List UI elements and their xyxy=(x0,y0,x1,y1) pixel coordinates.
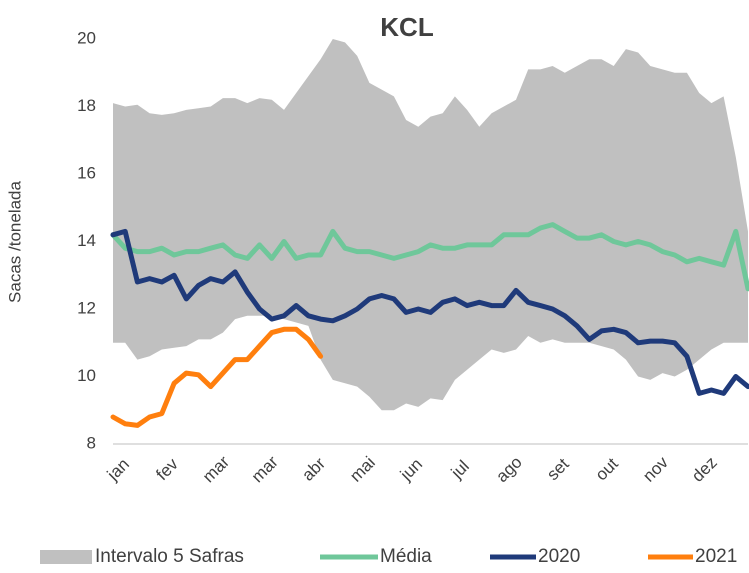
x-tick-label: abr xyxy=(298,454,329,485)
x-tick-label: fev xyxy=(152,454,182,484)
x-tick-label: ago xyxy=(492,453,525,486)
series-line xyxy=(110,228,749,396)
y-tick-label: 10 xyxy=(77,366,96,385)
legend-label: Intervalo 5 Safras xyxy=(95,546,244,567)
x-tick-label: out xyxy=(592,454,622,484)
x-tick-label: dez xyxy=(688,453,721,486)
legend-swatch xyxy=(40,550,92,564)
x-tick-label: mai xyxy=(346,453,379,486)
y-tick-label: 18 xyxy=(77,96,96,115)
legend-label: 2021 xyxy=(695,546,737,567)
y-tick-label: 8 xyxy=(87,433,96,452)
legend-label: 2020 xyxy=(538,546,580,567)
x-tick-label: nov xyxy=(639,453,672,486)
x-tick-label: mar xyxy=(248,452,282,486)
chart-title: KCL xyxy=(380,12,434,42)
band-lower xyxy=(113,315,748,444)
y-axis-label: Sacas /tonelada xyxy=(5,180,24,302)
x-tick-label: mar xyxy=(199,452,233,486)
x-tick-label: set xyxy=(543,454,573,484)
x-tick-label: jun xyxy=(396,455,426,485)
y-tick-label: 20 xyxy=(77,28,96,47)
legend-label: Média xyxy=(380,546,432,567)
y-tick-label: 12 xyxy=(77,298,96,317)
series-line xyxy=(110,222,749,292)
y-tick-label: 14 xyxy=(77,231,96,250)
x-tick-label: jan xyxy=(103,455,133,485)
x-tick-label: jul xyxy=(447,457,473,483)
y-tick-label: 16 xyxy=(77,163,96,182)
series-line xyxy=(110,326,324,428)
